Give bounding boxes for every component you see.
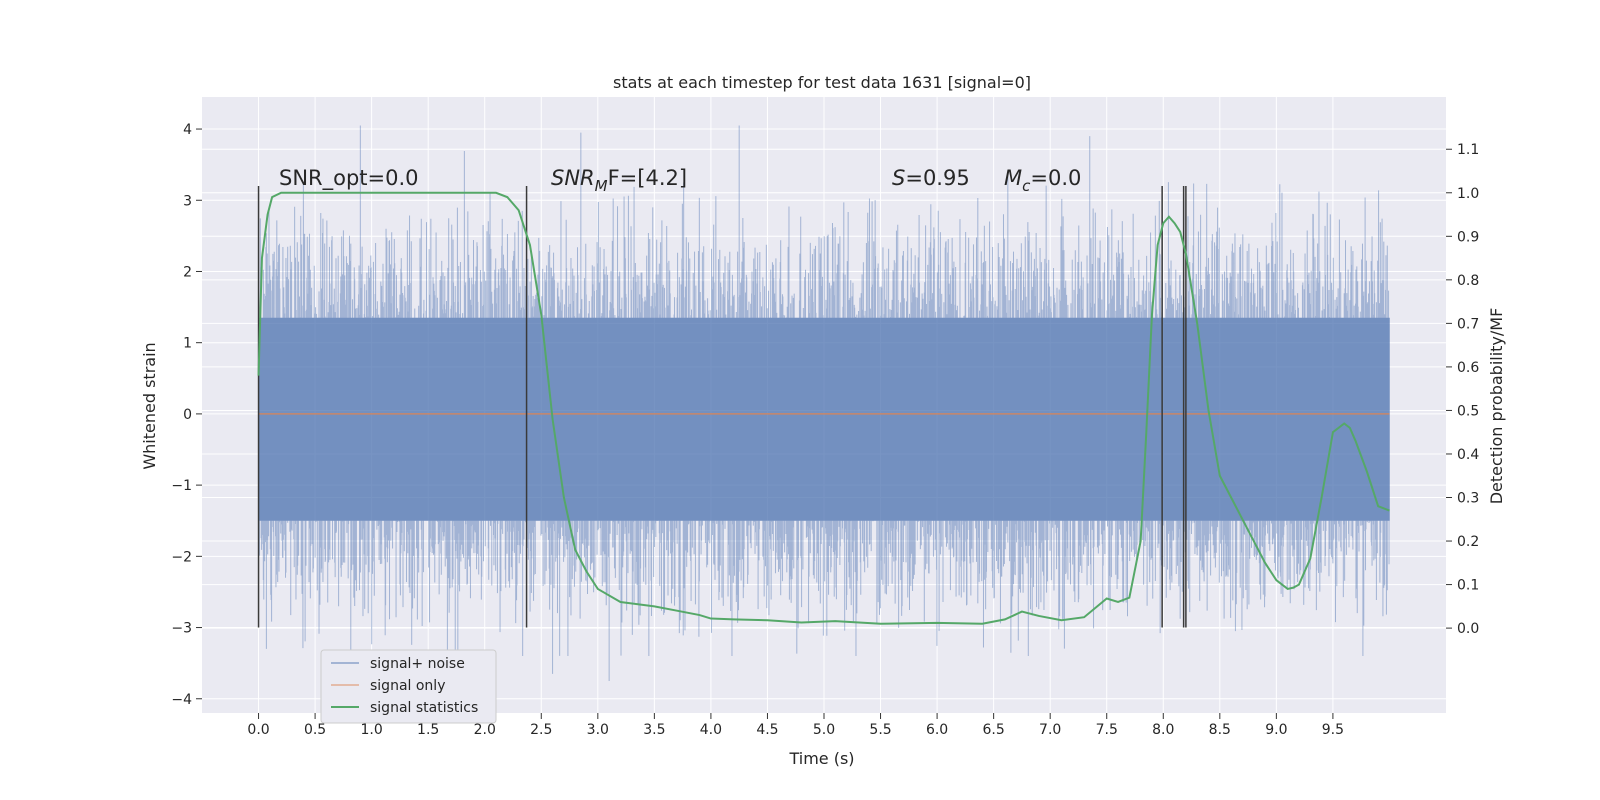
legend-box bbox=[320, 649, 497, 724]
y-left-tick-label: 4 bbox=[183, 122, 192, 138]
legend-label-signal-statistics: signal statistics bbox=[370, 700, 478, 716]
y-left-axis-ticks: −4 −3 −2 −1 0 1 2 3 4 bbox=[171, 122, 202, 708]
annotation-s: S=0.95 bbox=[892, 166, 970, 190]
x-tick-label: 8.0 bbox=[1152, 722, 1174, 738]
signal-statistics-series bbox=[257, 191, 1390, 625]
legend-label-signal-noise: signal+ noise bbox=[370, 656, 465, 672]
x-tick-label: 7.0 bbox=[1039, 722, 1061, 738]
y-left-tick-label: −1 bbox=[171, 478, 192, 494]
y-right-tick-label: 1.1 bbox=[1457, 142, 1479, 158]
x-tick-label: 4.5 bbox=[756, 722, 778, 738]
y-right-tick-label: 0.4 bbox=[1457, 447, 1479, 463]
y-right-tick-label: 0.0 bbox=[1457, 621, 1479, 637]
x-tick-label: 0.5 bbox=[304, 722, 326, 738]
annotation-snr-mf: SNRMF=[4.2] bbox=[551, 166, 687, 195]
y-right-tick-label: 0.5 bbox=[1457, 403, 1479, 419]
x-tick-label: 6.5 bbox=[983, 722, 1005, 738]
y-right-tick-label: 0.7 bbox=[1457, 316, 1479, 332]
annotation-snr-mf-rest: F=[4.2] bbox=[608, 166, 687, 190]
y-left-tick-label: 1 bbox=[183, 336, 192, 352]
y-left-tick-label: 0 bbox=[183, 407, 192, 423]
x-axis-ticks: 0.0 0.5 1.0 1.5 2.0 2.5 3.0 3.5 4.0 4.5 5.0 5.5 6.0 6… bbox=[247, 713, 1344, 738]
y-right-axis-label: Detection probability/MF bbox=[1487, 308, 1506, 505]
x-tick-label: 7.5 bbox=[1096, 722, 1118, 738]
annotation-s-rest: =0.95 bbox=[905, 166, 969, 190]
annotation-snr-mf-sub: M bbox=[595, 177, 608, 195]
x-tick-label: 1.5 bbox=[417, 722, 439, 738]
y-right-axis-ticks: 0.0 0.1 0.2 0.3 0.4 0.5 0.6 0.7 0.8 0.9 1.0 1.1 bbox=[1446, 142, 1479, 637]
annotation-s-italic: S bbox=[892, 166, 905, 190]
x-tick-label: 9.5 bbox=[1322, 722, 1344, 738]
x-tick-label: 0.0 bbox=[247, 722, 269, 738]
y-left-tick-label: 3 bbox=[183, 193, 192, 209]
x-tick-label: 2.5 bbox=[530, 722, 552, 738]
annotation-mc-rest: =0.0 bbox=[1030, 166, 1081, 190]
y-right-tick-label: 1.0 bbox=[1457, 186, 1479, 202]
legend-label-signal-only: signal only bbox=[370, 678, 445, 694]
y-left-tick-label: −3 bbox=[171, 621, 192, 637]
legend: signal+ noise signal only signal statist… bbox=[320, 649, 497, 724]
x-tick-label: 4.0 bbox=[700, 722, 722, 738]
x-tick-label: 6.0 bbox=[926, 722, 948, 738]
x-tick-label: 5.5 bbox=[869, 722, 891, 738]
y-right-tick-label: 0.2 bbox=[1457, 534, 1479, 550]
y-left-tick-label: −2 bbox=[171, 549, 192, 565]
annotation-snr-opt: SNR_opt=0.0 bbox=[279, 166, 419, 191]
annotation-mc-sub: c bbox=[1022, 177, 1031, 195]
signal-statistics-line bbox=[257, 191, 1390, 625]
y-right-tick-label: 0.9 bbox=[1457, 229, 1479, 245]
x-tick-label: 2.0 bbox=[474, 722, 496, 738]
annotation-mc-main: M bbox=[1004, 166, 1022, 190]
x-axis-label: Time (s) bbox=[788, 749, 854, 768]
x-tick-label: 9.0 bbox=[1265, 722, 1287, 738]
x-tick-label: 3.5 bbox=[643, 722, 665, 738]
x-tick-label: 8.5 bbox=[1209, 722, 1231, 738]
x-tick-label: 1.0 bbox=[361, 722, 383, 738]
x-tick-label: 5.0 bbox=[813, 722, 835, 738]
annotation-mc: Mc=0.0 bbox=[1004, 166, 1081, 195]
y-left-tick-label: −4 bbox=[171, 692, 192, 708]
annotation-snr-mf-main: SNR bbox=[551, 166, 595, 190]
x-tick-label: 3.0 bbox=[587, 722, 609, 738]
chart-title: stats at each timestep for test data 163… bbox=[613, 73, 1031, 92]
y-right-tick-label: 0.3 bbox=[1457, 491, 1479, 507]
y-right-tick-label: 0.6 bbox=[1457, 360, 1479, 376]
y-right-tick-label: 0.1 bbox=[1457, 578, 1479, 594]
y-left-tick-label: 2 bbox=[183, 264, 192, 280]
y-right-tick-label: 0.8 bbox=[1457, 273, 1479, 289]
y-left-axis-label: Whitened strain bbox=[140, 342, 159, 469]
